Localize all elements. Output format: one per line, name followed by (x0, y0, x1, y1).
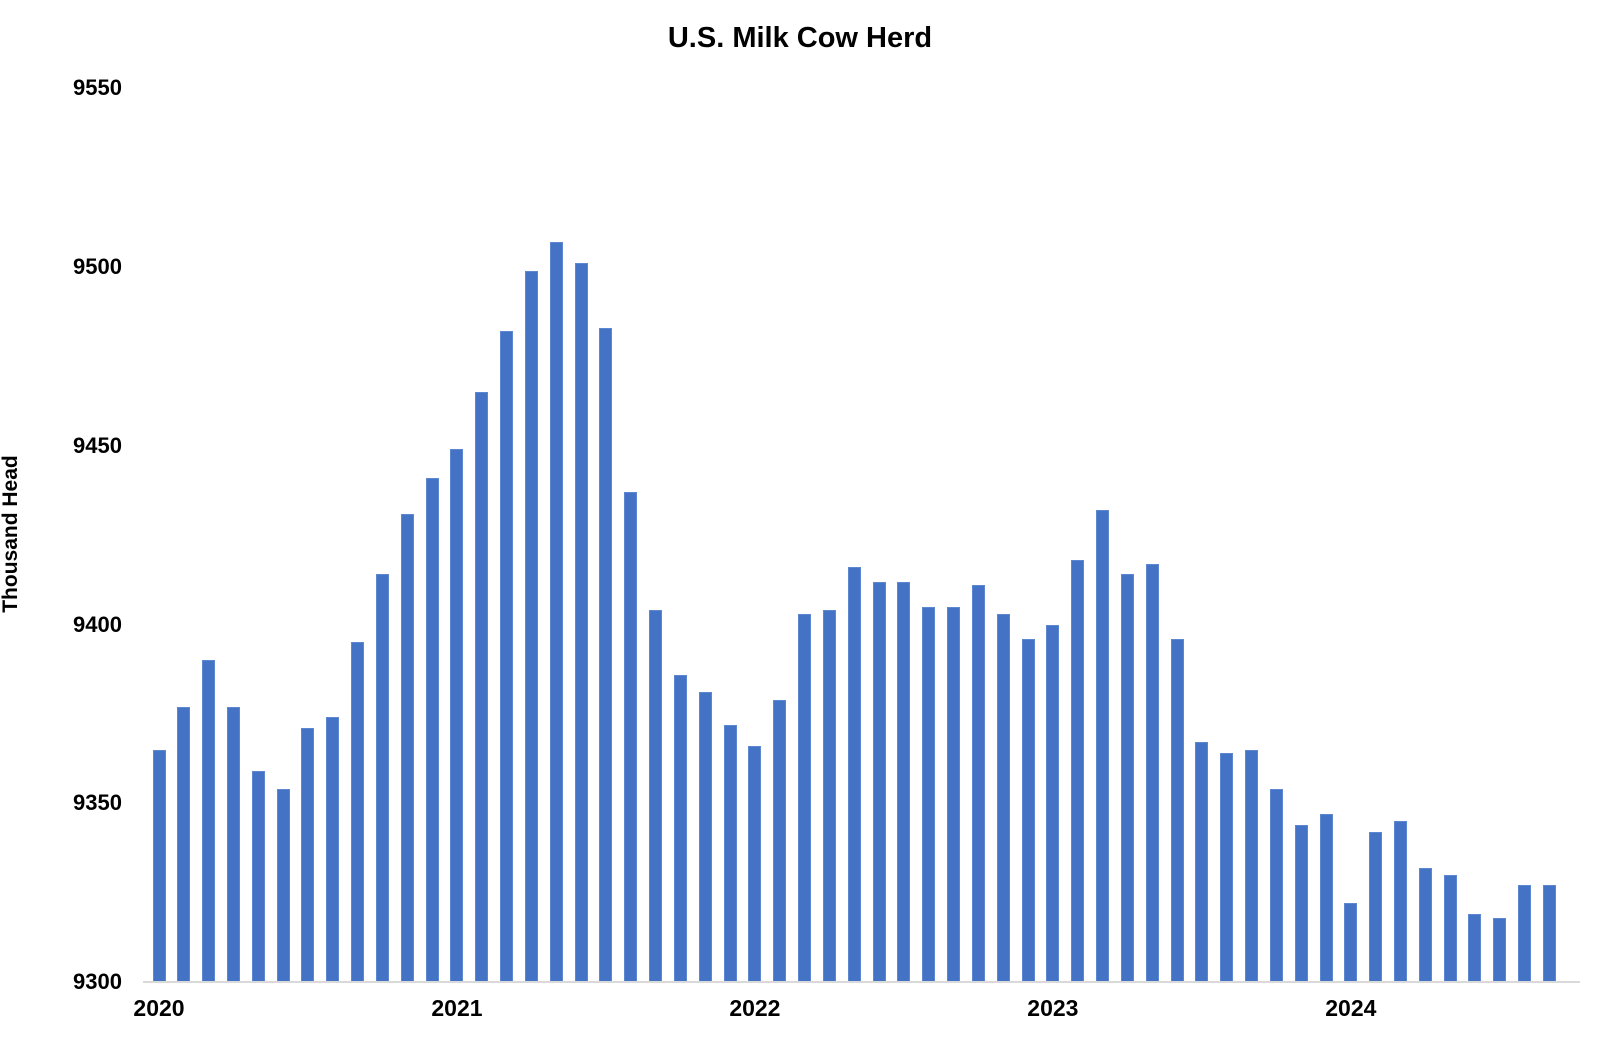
bar (1294, 824, 1308, 982)
bar (971, 585, 985, 982)
x-axis-line (143, 981, 1580, 983)
y-tick-label: 9550 (73, 75, 122, 101)
bar (301, 728, 315, 982)
bar (1170, 638, 1184, 982)
bar (1120, 574, 1134, 982)
bar (177, 706, 191, 982)
y-tick-label: 9350 (73, 790, 122, 816)
bar (500, 331, 514, 982)
bar (574, 263, 588, 982)
bar (1542, 885, 1556, 982)
bar (673, 674, 687, 982)
bar (375, 574, 389, 982)
bar (1418, 867, 1432, 982)
bar (1443, 874, 1457, 982)
bar (251, 771, 265, 982)
bar (226, 706, 240, 982)
bar (649, 610, 663, 982)
bar (723, 724, 737, 982)
bar (450, 449, 464, 982)
bar (1319, 813, 1333, 982)
bar (202, 660, 216, 982)
x-year-label: 2023 (1027, 995, 1079, 1021)
bar (599, 327, 613, 982)
bar (400, 513, 414, 982)
bar (1145, 563, 1159, 982)
bar (326, 717, 340, 982)
bar (872, 581, 886, 982)
y-tick-label: 9300 (73, 969, 122, 994)
bar (1071, 560, 1085, 982)
bar (996, 613, 1010, 982)
bar (1493, 917, 1507, 982)
bar (475, 392, 489, 982)
y-tick-label: 9500 (73, 254, 122, 279)
bar (549, 241, 563, 982)
bar (773, 699, 787, 982)
y-tick-label: 9400 (73, 611, 122, 637)
bar (1245, 749, 1259, 982)
bar (1269, 788, 1283, 982)
chart-title: U.S. Milk Cow Herd (667, 22, 933, 54)
x-year-label: 2022 (729, 995, 781, 1021)
bar (524, 270, 538, 982)
y-axis-title: Thousand Head (0, 455, 22, 613)
x-year-label: 2021 (431, 995, 483, 1021)
bar (276, 788, 290, 982)
bar (698, 692, 712, 982)
bar (351, 642, 365, 982)
bar (624, 492, 638, 982)
bar (1096, 510, 1110, 982)
bar (1468, 914, 1482, 982)
bar (1369, 831, 1383, 982)
bar (1344, 903, 1358, 982)
bar (1518, 885, 1532, 982)
bar (1021, 638, 1035, 982)
bar (425, 477, 439, 982)
bar (798, 613, 812, 982)
bar (1394, 821, 1407, 982)
bar (152, 749, 166, 982)
bar (1195, 742, 1209, 982)
bar (847, 567, 861, 982)
x-year-label: 2020 (133, 995, 185, 1021)
bar (897, 581, 911, 982)
y-tick-label: 9450 (73, 432, 122, 458)
bar (748, 746, 762, 982)
bar (1046, 624, 1060, 982)
bar (922, 606, 936, 982)
bar (1220, 753, 1234, 982)
x-year-label: 2024 (1325, 995, 1377, 1021)
bar (947, 606, 961, 982)
bar (822, 610, 836, 982)
